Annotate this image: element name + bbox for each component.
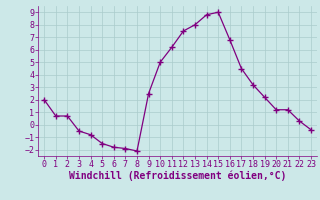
X-axis label: Windchill (Refroidissement éolien,°C): Windchill (Refroidissement éolien,°C) <box>69 171 286 181</box>
